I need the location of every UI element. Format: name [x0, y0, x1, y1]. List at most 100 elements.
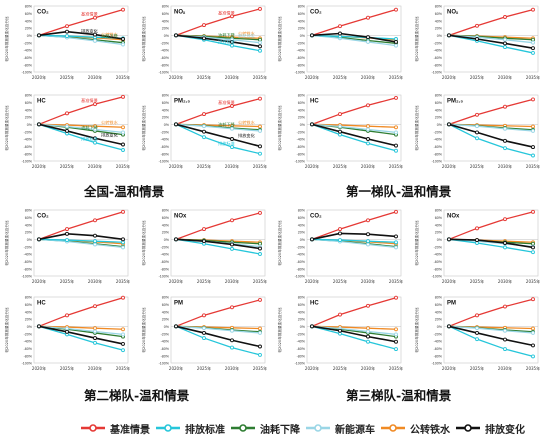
data-point-baseline — [121, 94, 125, 99]
data-point-baseline — [230, 305, 234, 310]
y-tick-label: 60% — [25, 101, 33, 105]
y-axis-label: 较2020年排放量变化百分比 — [141, 220, 146, 265]
y-tick-label: -20% — [161, 130, 170, 134]
y-tick-label: -20% — [24, 41, 33, 45]
y-tick-label: 40% — [298, 108, 306, 112]
y-tick-label: -40% — [161, 138, 170, 142]
data-point-emission_change — [503, 241, 507, 245]
y-tick-label: 0% — [164, 325, 170, 329]
data-point-emission_change — [394, 234, 398, 239]
x-tick-label: 2030年 — [88, 163, 102, 169]
x-tick-label: 2020年 — [32, 74, 46, 80]
subchart-title: CO₂ — [310, 10, 322, 16]
series-line-emission_change — [38, 325, 124, 345]
data-point-emission_change — [394, 339, 398, 344]
y-tick-label: 60% — [298, 216, 306, 220]
y-tick-label: -40% — [161, 340, 170, 344]
y-tick-label: 60% — [435, 101, 443, 105]
data-point-emission_change — [366, 35, 370, 40]
y-tick-label: 80% — [162, 5, 170, 9]
x-tick-label: 2020年 — [442, 74, 456, 80]
series-annotation: 油耗下降 — [81, 124, 99, 131]
y-tick-label: -20% — [297, 332, 306, 336]
legend-item-emission_std: 排放标准 — [155, 418, 225, 438]
data-point-baseline — [366, 303, 370, 308]
data-point-emission_std — [202, 336, 206, 341]
y-tick-label: -80% — [434, 354, 443, 358]
data-point-emission_std — [230, 246, 234, 251]
subchart-6: 80% 60% 40% 20% 0% -20% -40% -60% -80% -100%2020年… — [277, 94, 403, 169]
series-line-emission_change — [311, 325, 397, 343]
y-tick-label: -20% — [24, 245, 33, 249]
x-tick-label: 2030年 — [361, 278, 375, 284]
y-tick-label: -20% — [297, 130, 306, 134]
x-tick-label: 2035年 — [116, 278, 130, 284]
series-line-road_to_rail — [311, 123, 397, 128]
data-point-road_to_rail — [394, 327, 398, 332]
y-tick-label: -20% — [297, 41, 306, 45]
y-tick-label: -100% — [295, 71, 306, 75]
data-point-baseline — [366, 218, 370, 223]
legend-swatch-nev — [306, 424, 330, 432]
data-point-baseline — [503, 217, 507, 222]
y-tick-label: 20% — [162, 231, 170, 235]
y-tick-label: 80% — [298, 94, 306, 98]
x-tick-label: 2030年 — [225, 365, 239, 371]
data-point-road_to_rail — [258, 326, 262, 331]
y-tick-label: 60% — [435, 12, 443, 16]
x-tick-label: 2025年 — [197, 278, 211, 284]
y-axis-label: 较2020年排放量变化百分比 — [277, 307, 282, 352]
y-tick-label: -80% — [161, 63, 170, 67]
x-tick-label: 2035年 — [526, 74, 540, 80]
data-point-nev — [65, 124, 69, 129]
x-tick-label: 2030年 — [225, 74, 239, 80]
data-point-emission_std — [531, 153, 535, 158]
series-line-emission_change — [175, 123, 261, 148]
y-tick-label: -60% — [434, 145, 443, 149]
y-tick-label: 0% — [164, 123, 170, 127]
data-point-baseline — [121, 7, 125, 12]
y-tick-label: -60% — [297, 56, 306, 60]
legend-label: 公转铁水 — [410, 424, 450, 436]
series-annotation: 基准情景 — [81, 11, 98, 18]
series-line-emission_std — [311, 34, 397, 40]
data-point-emission_change — [174, 122, 178, 127]
group-title-tier3: 第三梯队-温和情景 — [346, 388, 452, 403]
x-tick-label: 2030年 — [498, 163, 512, 169]
data-point-emission_std — [258, 151, 262, 156]
data-point-baseline — [93, 15, 97, 20]
legend-swatch-emission_std — [156, 424, 180, 432]
y-axis-label: 较2020年排放量变化百分比 — [4, 105, 9, 150]
x-tick-label: 2035年 — [253, 365, 267, 371]
series-annotation: 排放变化 — [238, 132, 256, 139]
data-point-emission_change — [174, 237, 178, 242]
series-line-baseline — [175, 98, 261, 125]
y-tick-label: 80% — [25, 5, 33, 9]
data-point-emission_change — [121, 142, 125, 147]
data-point-emission_change — [475, 130, 479, 135]
data-point-baseline — [121, 295, 125, 300]
subchart-title: CO₂ — [37, 10, 49, 16]
y-tick-label: -20% — [434, 130, 443, 134]
data-point-emission_std — [475, 136, 479, 141]
y-tick-label: -100% — [295, 160, 306, 164]
series-line-nev — [311, 123, 397, 134]
series-line-emission_std — [38, 123, 124, 151]
x-tick-label: 2035年 — [389, 365, 403, 371]
y-tick-label: -60% — [161, 260, 170, 264]
data-point-emission_change — [366, 334, 370, 339]
data-point-emission_std — [503, 245, 507, 250]
y-tick-label: 80% — [435, 94, 443, 98]
y-axis-label: 较2020年排放量变化百分比 — [414, 105, 419, 150]
data-point-emission_change — [447, 324, 451, 329]
data-point-emission_change — [338, 129, 342, 134]
y-tick-label: -100% — [432, 160, 443, 164]
data-point-nev — [394, 130, 398, 135]
y-tick-label: -60% — [161, 347, 170, 351]
data-point-road_to_rail — [93, 326, 97, 331]
series-line-nev — [38, 325, 124, 336]
y-tick-label: 60% — [25, 12, 33, 16]
subchart-title: PM — [174, 301, 183, 307]
subchart-title: CO₂ — [310, 214, 322, 220]
y-tick-label: 20% — [435, 231, 443, 235]
